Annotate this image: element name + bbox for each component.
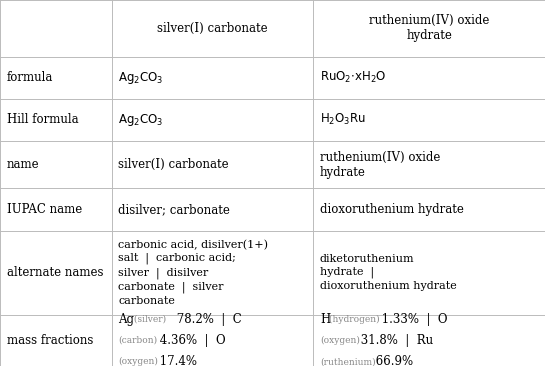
Text: Ag: Ag bbox=[118, 313, 134, 326]
Text: 17.4%: 17.4% bbox=[156, 355, 197, 366]
Text: mass fractions: mass fractions bbox=[7, 334, 93, 347]
Text: disilver; carbonate: disilver; carbonate bbox=[118, 203, 230, 216]
Text: name: name bbox=[7, 158, 39, 171]
Text: ruthenium(IV) oxide
hydrate: ruthenium(IV) oxide hydrate bbox=[369, 14, 489, 42]
Text: diketoruthenium
hydrate  |
dioxoruthenium hydrate: diketoruthenium hydrate | dioxoruthenium… bbox=[320, 254, 457, 291]
Text: 31.8%  |  Ru: 31.8% | Ru bbox=[358, 334, 434, 347]
Text: dioxoruthenium hydrate: dioxoruthenium hydrate bbox=[320, 203, 464, 216]
Text: (hydrogen): (hydrogen) bbox=[326, 315, 380, 324]
Text: IUPAC name: IUPAC name bbox=[7, 203, 82, 216]
Text: $\mathrm{H_2O_3Ru}$: $\mathrm{H_2O_3Ru}$ bbox=[320, 112, 366, 127]
Text: silver(I) carbonate: silver(I) carbonate bbox=[118, 158, 229, 171]
Text: (carbon): (carbon) bbox=[118, 336, 158, 345]
Text: $\mathrm{RuO_2{\cdot}xH_2O}$: $\mathrm{RuO_2{\cdot}xH_2O}$ bbox=[320, 70, 386, 85]
Text: $\mathrm{Ag_2CO_3}$: $\mathrm{Ag_2CO_3}$ bbox=[118, 70, 164, 86]
Text: 1.33%  |  O: 1.33% | O bbox=[378, 313, 447, 326]
Text: (silver): (silver) bbox=[131, 315, 166, 324]
Text: (oxygen): (oxygen) bbox=[320, 336, 360, 345]
Text: 66.9%: 66.9% bbox=[372, 355, 413, 366]
Text: 4.36%  |  O: 4.36% | O bbox=[156, 334, 226, 347]
Text: 78.2%  |  C: 78.2% | C bbox=[173, 313, 241, 326]
Text: carbonic acid, disilver(1+)
salt  |  carbonic acid;
silver  |  disilver
carbonat: carbonic acid, disilver(1+) salt | carbo… bbox=[118, 240, 268, 306]
Text: ruthenium(IV) oxide
hydrate: ruthenium(IV) oxide hydrate bbox=[320, 151, 440, 179]
Text: alternate names: alternate names bbox=[7, 266, 103, 279]
Text: formula: formula bbox=[7, 71, 53, 84]
Text: H: H bbox=[320, 313, 330, 326]
Text: (ruthenium): (ruthenium) bbox=[320, 357, 376, 366]
Text: Hill formula: Hill formula bbox=[7, 113, 78, 126]
Text: silver(I) carbonate: silver(I) carbonate bbox=[158, 22, 268, 35]
Text: (oxygen): (oxygen) bbox=[118, 357, 158, 366]
Text: $\mathrm{Ag_2CO_3}$: $\mathrm{Ag_2CO_3}$ bbox=[118, 112, 164, 128]
